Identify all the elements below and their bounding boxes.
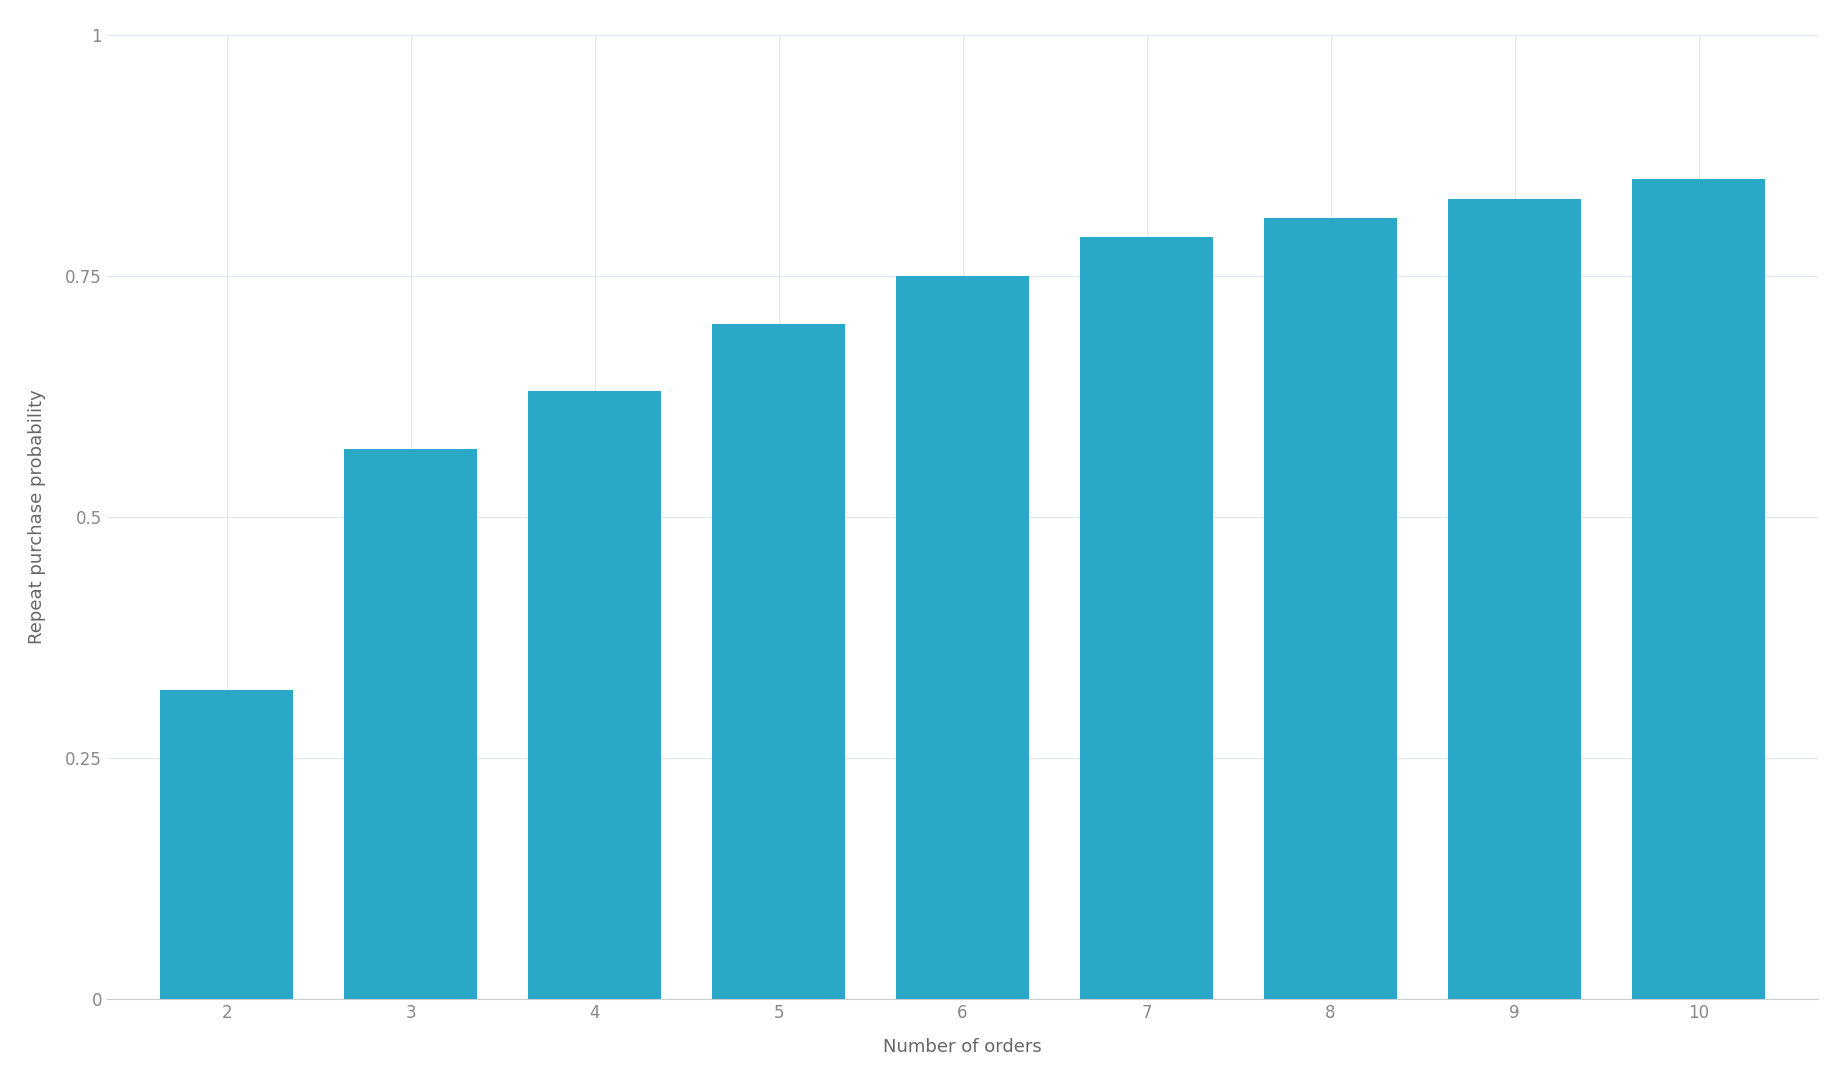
Bar [345,449,476,998]
X-axis label: Number of orders: Number of orders [882,1038,1041,1056]
Bar [1080,237,1213,998]
Bar [897,275,1028,998]
Bar [528,391,661,998]
Bar [1632,179,1765,998]
Bar [1449,198,1580,998]
Bar [1265,218,1397,998]
Bar [161,691,294,998]
Bar [713,324,845,998]
Y-axis label: Repeat purchase probability: Repeat purchase probability [28,389,46,644]
